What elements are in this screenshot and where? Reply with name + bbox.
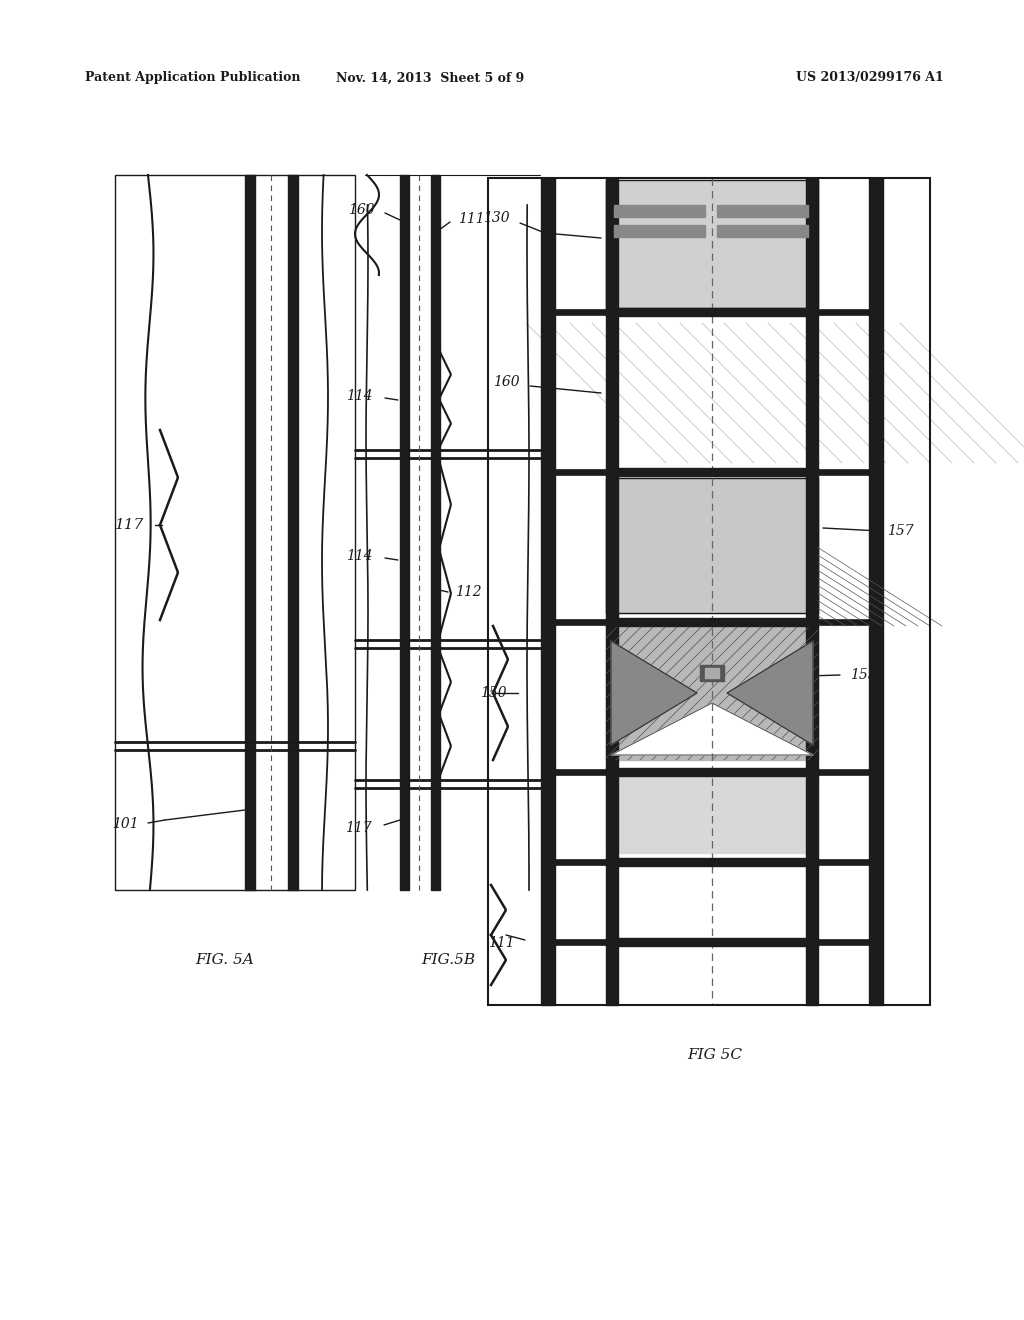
- Bar: [606, 774, 818, 853]
- Bar: [288, 176, 298, 890]
- Bar: [606, 180, 818, 308]
- Polygon shape: [727, 642, 813, 744]
- Text: 111: 111: [458, 213, 484, 226]
- Text: 130: 130: [483, 211, 510, 224]
- Text: FIG.5B: FIG.5B: [421, 953, 475, 968]
- Bar: [717, 205, 808, 216]
- Bar: [606, 178, 618, 1005]
- Polygon shape: [611, 704, 813, 755]
- Bar: [606, 469, 818, 477]
- Text: FIG. 5A: FIG. 5A: [196, 953, 254, 968]
- Text: 160: 160: [348, 203, 375, 216]
- Bar: [869, 178, 883, 1005]
- Text: Nov. 14, 2013  Sheet 5 of 9: Nov. 14, 2013 Sheet 5 of 9: [336, 71, 524, 84]
- Bar: [614, 224, 705, 238]
- Bar: [488, 178, 930, 1005]
- Text: 112: 112: [455, 585, 481, 599]
- Polygon shape: [611, 642, 697, 744]
- Bar: [245, 176, 255, 890]
- Bar: [806, 178, 818, 1005]
- Bar: [705, 668, 719, 678]
- Bar: [115, 176, 355, 890]
- Bar: [606, 308, 818, 315]
- Text: 101: 101: [112, 817, 138, 832]
- Text: 117: 117: [116, 517, 144, 532]
- Bar: [717, 224, 808, 238]
- Bar: [606, 858, 818, 866]
- Text: Patent Application Publication: Patent Application Publication: [85, 71, 300, 84]
- Bar: [614, 205, 705, 216]
- Text: 155: 155: [850, 668, 877, 682]
- Text: 114: 114: [346, 549, 373, 564]
- Text: US 2013/0299176 A1: US 2013/0299176 A1: [796, 71, 944, 84]
- Text: 114: 114: [346, 389, 373, 403]
- Text: 157: 157: [887, 524, 913, 539]
- Bar: [541, 178, 555, 1005]
- Bar: [606, 939, 818, 946]
- Bar: [700, 665, 724, 681]
- Bar: [400, 176, 409, 890]
- Bar: [606, 768, 818, 776]
- Text: 117: 117: [345, 821, 372, 836]
- Bar: [606, 618, 818, 626]
- Bar: [431, 176, 440, 890]
- Bar: [606, 478, 818, 612]
- Bar: [606, 478, 818, 612]
- Text: FIG 5C: FIG 5C: [687, 1048, 742, 1063]
- Bar: [606, 626, 818, 760]
- Text: 111: 111: [488, 936, 515, 950]
- Text: 150: 150: [480, 686, 507, 700]
- Bar: [606, 180, 818, 308]
- Bar: [488, 178, 930, 1005]
- Text: 160: 160: [494, 375, 520, 389]
